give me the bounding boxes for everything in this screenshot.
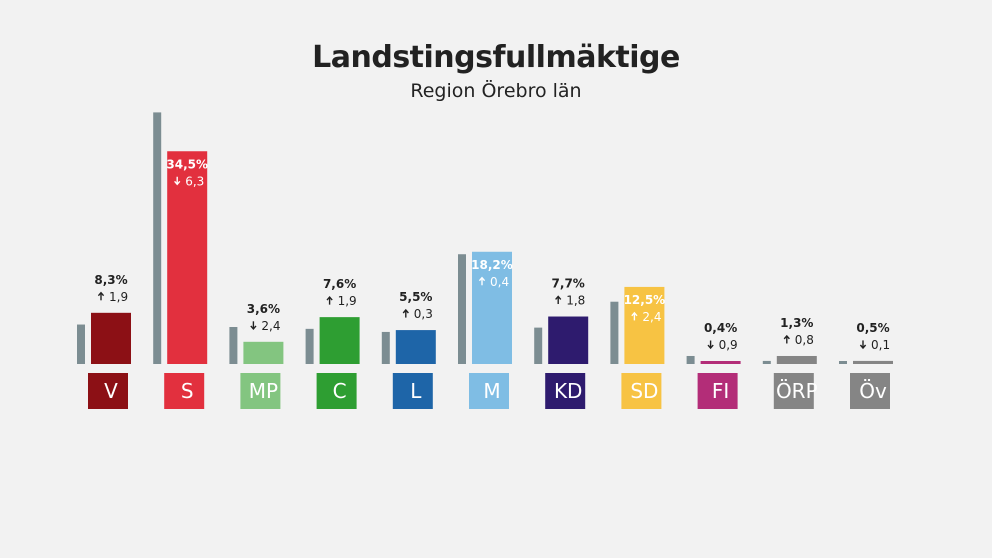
- value-label-l: 5,5%: [399, 290, 432, 304]
- current-bar-m: [472, 251, 512, 364]
- party-box-l: [392, 373, 433, 409]
- party-label-kd: KD: [554, 379, 583, 403]
- party-box-öv: [850, 373, 890, 409]
- party-box-mp: [240, 373, 281, 409]
- party-box-c: [316, 373, 357, 409]
- previous-bar-c: [305, 328, 314, 364]
- value-label-s: 34,5%: [166, 157, 208, 171]
- value-label-sd: 12,5%: [624, 293, 666, 307]
- current-bar-kd: [548, 316, 589, 364]
- current-bar-c: [319, 317, 360, 364]
- chart-title: Landstingsfullmäktige: [312, 40, 680, 75]
- change-arrow-icon: [631, 311, 638, 321]
- value-label-v: 8,3%: [94, 273, 127, 287]
- change-arrow-icon: [326, 295, 333, 305]
- party-label-c: C: [333, 379, 347, 403]
- change-arrow-icon: [555, 295, 562, 305]
- party-box-kd: [545, 373, 586, 409]
- previous-bar-m: [458, 254, 466, 364]
- party-box-örp: [773, 373, 814, 409]
- previous-bar-kd: [534, 327, 543, 364]
- current-bar-l: [395, 330, 436, 364]
- change-arrow-icon: [478, 276, 486, 286]
- change-label-sd: 2,4: [642, 310, 661, 324]
- party-label-öv: Öv: [859, 379, 887, 403]
- party-label-l: L: [410, 379, 422, 403]
- party-label-v: V: [104, 379, 118, 403]
- change-arrow-icon: [402, 308, 409, 318]
- previous-bar-sd: [610, 301, 619, 364]
- party-box-s: [164, 373, 205, 409]
- change-label-s: 6,3: [185, 174, 204, 188]
- previous-bar-öv: [839, 361, 847, 364]
- party-box-v: [88, 373, 128, 409]
- change-label-mp: 2,4: [261, 319, 280, 333]
- change-label-m: 0,4: [490, 275, 509, 289]
- change-label-kd: 1,8: [566, 294, 585, 308]
- change-arrow-icon: [707, 340, 714, 350]
- current-bar-örp: [776, 355, 817, 364]
- party-label-fi: FI: [712, 379, 729, 403]
- party-box-fi: [697, 373, 738, 409]
- value-label-kd: 7,7%: [552, 277, 585, 291]
- change-label-c: 1,9: [338, 294, 357, 308]
- value-label-fi: 0,4%: [704, 321, 737, 335]
- previous-bar-l: [381, 331, 390, 364]
- change-arrow-icon: [859, 340, 867, 350]
- change-label-örp: 0,8: [795, 333, 814, 347]
- change-label-v: 1,9: [109, 290, 128, 304]
- party-label-sd: SD: [630, 379, 658, 403]
- change-label-l: 0,3: [414, 307, 433, 321]
- previous-bar-v: [77, 324, 85, 364]
- previous-bar-örp: [762, 360, 771, 364]
- current-bar-v: [91, 312, 131, 364]
- party-label-s: S: [181, 379, 194, 403]
- change-label-öv: 0,1: [871, 338, 890, 352]
- current-bar-mp: [243, 341, 284, 364]
- change-label-fi: 0,9: [719, 338, 738, 352]
- change-arrow-icon: [250, 321, 257, 330]
- party-box-sd: [621, 373, 662, 409]
- party-label-örp: ÖRP: [776, 379, 818, 403]
- change-arrow-icon: [97, 291, 105, 301]
- change-arrow-icon: [174, 176, 181, 186]
- value-label-c: 7,6%: [323, 277, 356, 291]
- party-box-m: [469, 373, 509, 409]
- change-arrow-icon: [783, 334, 790, 344]
- current-bar-sd: [624, 286, 665, 364]
- previous-bar-s: [153, 112, 162, 365]
- current-bar-fi: [700, 361, 741, 364]
- current-bar-öv: [853, 360, 893, 364]
- chart-subtitle: Region Örebro län: [410, 80, 582, 102]
- previous-bar-mp: [229, 327, 238, 364]
- current-bar-s: [167, 151, 208, 364]
- value-label-mp: 3,6%: [247, 302, 280, 316]
- value-label-öv: 0,5%: [856, 321, 889, 335]
- value-label-örp: 1,3%: [780, 316, 813, 330]
- value-label-m: 18,2%: [471, 258, 513, 272]
- party-label-mp: MP: [249, 379, 278, 403]
- party-label-m: M: [483, 379, 500, 403]
- previous-bar-fi: [686, 355, 695, 364]
